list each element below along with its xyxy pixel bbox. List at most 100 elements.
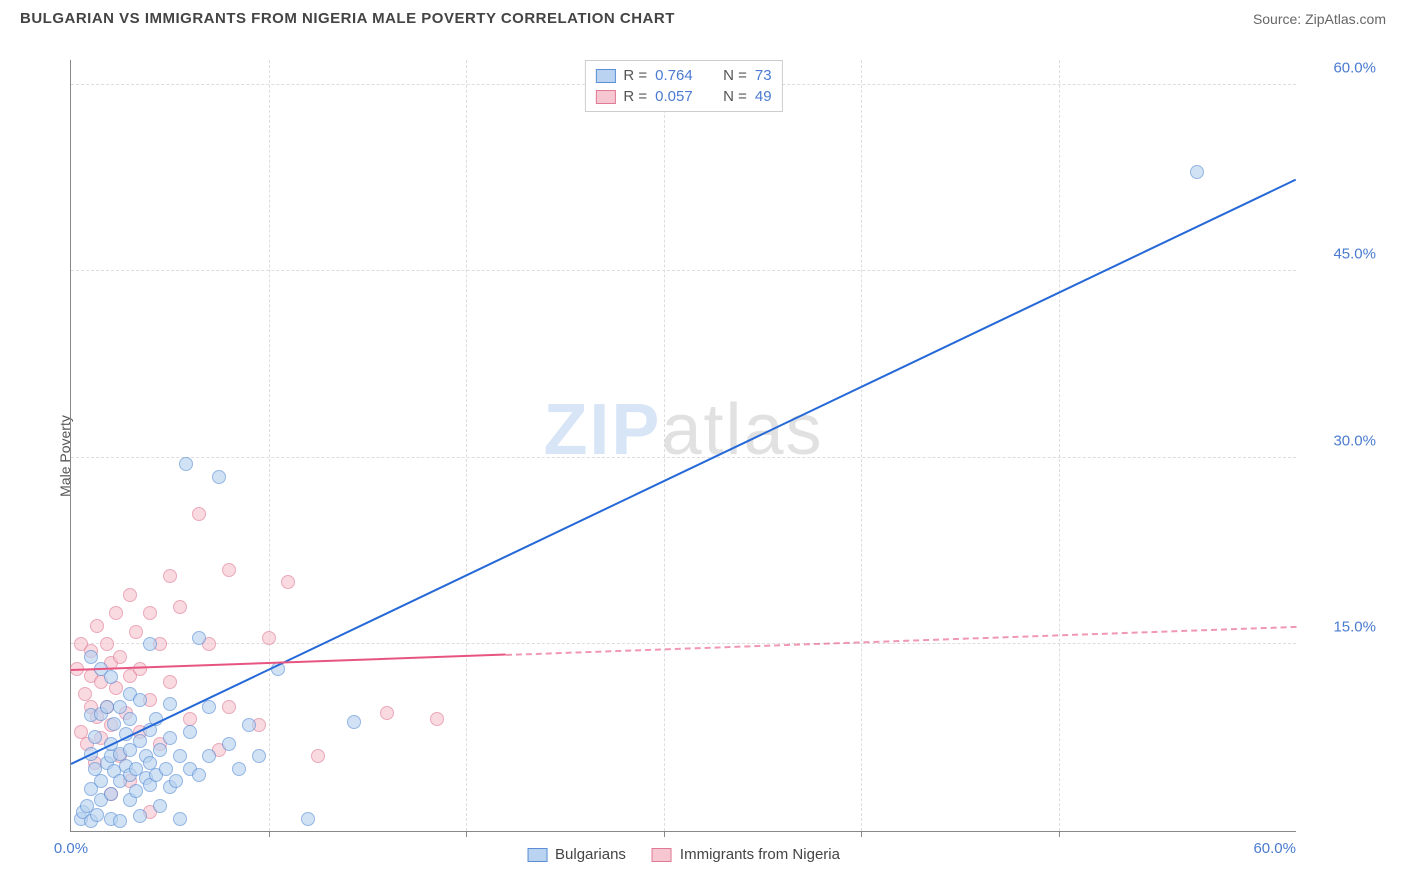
- scatter-point-series1: [192, 631, 206, 645]
- scatter-point-series2: [311, 749, 325, 763]
- scatter-point-series2: [113, 650, 127, 664]
- legend-swatch: [595, 69, 615, 83]
- legend-stats: R = 0.764 N = 73 R = 0.057 N = 49: [584, 60, 782, 112]
- scatter-point-series2: [173, 600, 187, 614]
- scatter-point-series1: [179, 457, 193, 471]
- scatter-point-series1: [129, 784, 143, 798]
- scatter-point-series2: [380, 706, 394, 720]
- scatter-point-series1: [163, 697, 177, 711]
- scatter-point-series2: [222, 700, 236, 714]
- grid-line-v: [664, 60, 665, 831]
- plot-area: ZIPatlas R =0.764N =73R =0.057N =49 Bulg…: [70, 60, 1296, 832]
- grid-line-h: [71, 457, 1296, 458]
- chart-container: Male Poverty ZIPatlas R =0.764N =73R =0.…: [20, 40, 1386, 872]
- x-tick-mark: [861, 831, 862, 837]
- scatter-point-series1: [202, 749, 216, 763]
- watermark: ZIPatlas: [543, 389, 823, 471]
- scatter-point-series2: [192, 507, 206, 521]
- scatter-point-series1: [242, 718, 256, 732]
- grid-line-v: [1059, 60, 1060, 831]
- grid-line-h: [71, 643, 1296, 644]
- scatter-point-series2: [123, 588, 137, 602]
- scatter-point-series1: [212, 470, 226, 484]
- legend-r-label: R =: [623, 67, 647, 84]
- grid-line-h: [71, 270, 1296, 271]
- legend-n-value: 73: [755, 67, 772, 84]
- scatter-point-series1: [90, 808, 104, 822]
- legend-n-label: N =: [723, 67, 747, 84]
- y-tick-label: 30.0%: [1306, 432, 1376, 449]
- scatter-point-series1: [107, 717, 121, 731]
- scatter-point-series1: [232, 762, 246, 776]
- legend-series: Bulgarians Immigrants from Nigeria: [527, 846, 840, 863]
- grid-line-v: [269, 60, 270, 831]
- legend-r-value: 0.057: [655, 88, 705, 105]
- legend-n-label: N =: [723, 88, 747, 105]
- scatter-point-series1: [133, 809, 147, 823]
- scatter-point-series2: [90, 619, 104, 633]
- scatter-point-series1: [123, 712, 137, 726]
- watermark-zip: ZIP: [543, 390, 661, 470]
- legend-series-label: Bulgarians: [555, 846, 626, 863]
- scatter-point-series1: [252, 749, 266, 763]
- y-tick-label: 60.0%: [1306, 59, 1376, 76]
- scatter-point-series1: [183, 725, 197, 739]
- scatter-point-series1: [113, 700, 127, 714]
- grid-line-v: [466, 60, 467, 831]
- scatter-point-series1: [153, 799, 167, 813]
- legend-swatch: [527, 848, 547, 862]
- legend-r-value: 0.764: [655, 67, 705, 84]
- scatter-point-series2: [163, 675, 177, 689]
- chart-header: BULGARIAN VS IMMIGRANTS FROM NIGERIA MAL…: [0, 0, 1406, 33]
- y-tick-label: 15.0%: [1306, 619, 1376, 636]
- legend-swatch: [595, 90, 615, 104]
- scatter-point-series1: [94, 774, 108, 788]
- scatter-point-series1: [173, 749, 187, 763]
- scatter-point-series1: [222, 737, 236, 751]
- scatter-point-series1: [88, 730, 102, 744]
- scatter-point-series1: [301, 812, 315, 826]
- trend-line-series2-dashed: [506, 626, 1296, 656]
- scatter-point-series2: [143, 606, 157, 620]
- scatter-point-series1: [100, 700, 114, 714]
- chart-title: BULGARIAN VS IMMIGRANTS FROM NIGERIA MAL…: [20, 10, 675, 27]
- x-tick-mark: [1059, 831, 1060, 837]
- watermark-atlas: atlas: [661, 390, 823, 470]
- scatter-point-series2: [133, 662, 147, 676]
- scatter-point-series2: [262, 631, 276, 645]
- legend-series-label: Immigrants from Nigeria: [680, 846, 840, 863]
- scatter-point-series1: [202, 700, 216, 714]
- legend-stat-row: R = 0.764 N = 73: [595, 65, 771, 86]
- trend-line-series1-solid: [71, 178, 1297, 764]
- scatter-point-series1: [133, 693, 147, 707]
- x-tick-mark: [466, 831, 467, 837]
- chart-source: Source: ZipAtlas.com: [1253, 11, 1386, 27]
- scatter-point-series1: [192, 768, 206, 782]
- scatter-point-series1: [104, 787, 118, 801]
- scatter-point-series1: [159, 762, 173, 776]
- x-tick-min: 0.0%: [54, 840, 88, 857]
- legend-series-item: Immigrants from Nigeria: [652, 846, 840, 863]
- scatter-point-series1: [169, 774, 183, 788]
- legend-r-label: R =: [623, 88, 647, 105]
- scatter-point-series1: [104, 670, 118, 684]
- scatter-point-series1: [163, 731, 177, 745]
- legend-series-item: Bulgarians: [527, 846, 626, 863]
- grid-line-v: [861, 60, 862, 831]
- scatter-point-series1: [143, 637, 157, 651]
- scatter-point-series1: [153, 743, 167, 757]
- scatter-point-series1: [113, 814, 127, 828]
- scatter-point-series1: [84, 650, 98, 664]
- legend-n-value: 49: [755, 88, 772, 105]
- scatter-point-series2: [109, 606, 123, 620]
- scatter-point-series2: [430, 712, 444, 726]
- scatter-point-series2: [222, 563, 236, 577]
- scatter-point-series1: [347, 715, 361, 729]
- scatter-point-series2: [281, 575, 295, 589]
- y-tick-label: 45.0%: [1306, 246, 1376, 263]
- scatter-point-series1: [173, 812, 187, 826]
- scatter-point-series2: [163, 569, 177, 583]
- scatter-point-series1: [1190, 165, 1204, 179]
- legend-stat-row: R = 0.057 N = 49: [595, 86, 771, 107]
- x-tick-max: 60.0%: [1253, 840, 1296, 857]
